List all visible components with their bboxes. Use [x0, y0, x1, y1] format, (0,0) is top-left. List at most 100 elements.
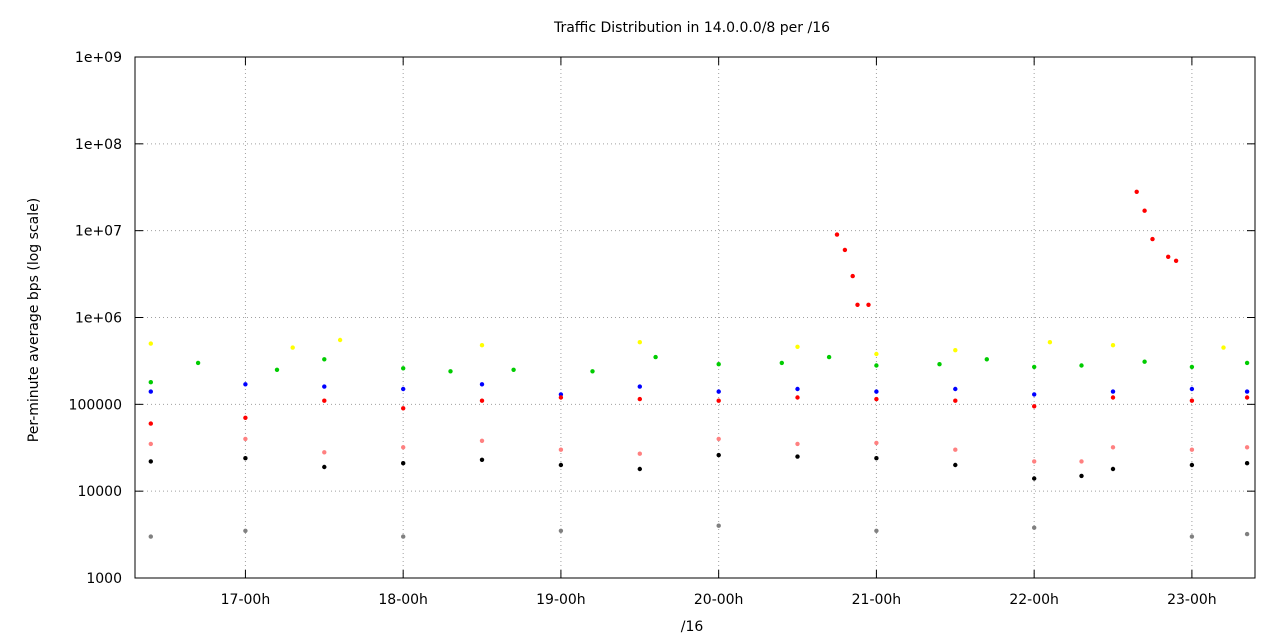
- data-point: [795, 386, 800, 392]
- data-point: [874, 528, 879, 533]
- x-tick-label: 23-00h: [1167, 592, 1217, 608]
- data-point: [1189, 534, 1195, 539]
- data-point: [558, 447, 564, 452]
- data-point: [874, 351, 879, 357]
- data-point: [874, 389, 879, 394]
- data-point: [1110, 445, 1116, 450]
- data-point: [1047, 340, 1053, 345]
- data-point: [1110, 395, 1116, 400]
- data-point: [716, 398, 721, 403]
- data-point: [558, 392, 564, 397]
- data-point: [148, 380, 153, 385]
- data-point: [1189, 447, 1195, 452]
- data-point: [148, 421, 153, 426]
- data-point: [716, 436, 721, 442]
- y-tick-label: 100000: [69, 397, 122, 413]
- data-point: [322, 357, 327, 362]
- data-point: [874, 363, 879, 368]
- data-point: [322, 450, 327, 455]
- data-point: [401, 445, 406, 450]
- data-point: [1189, 462, 1195, 468]
- data-point: [1244, 531, 1250, 537]
- data-point: [637, 466, 642, 472]
- data-point: [953, 348, 958, 353]
- data-point: [1189, 386, 1195, 392]
- data-point: [1142, 359, 1147, 364]
- data-point: [558, 528, 564, 533]
- data-point: [1110, 466, 1116, 472]
- data-point: [1032, 364, 1037, 370]
- data-point: [479, 457, 485, 462]
- x-tick-label: 21-00h: [852, 592, 902, 608]
- data-point: [637, 340, 642, 345]
- y-tick-label: 10000: [77, 484, 122, 500]
- data-point: [322, 384, 327, 389]
- data-point: [795, 395, 800, 400]
- data-point: [953, 398, 958, 403]
- y-tick-label: 1000: [86, 571, 122, 587]
- data-point: [874, 440, 879, 446]
- data-point: [322, 464, 327, 470]
- data-point: [479, 438, 485, 443]
- data-point: [1244, 360, 1250, 366]
- data-point: [1079, 473, 1084, 479]
- y-tick-label: 1e+08: [75, 137, 122, 153]
- data-point: [637, 396, 642, 402]
- data-point: [148, 341, 153, 346]
- data-point: [243, 415, 248, 420]
- data-point: [401, 386, 406, 392]
- data-point: [716, 452, 721, 458]
- data-point: [511, 367, 516, 372]
- data-point: [850, 273, 855, 279]
- data-point: [558, 462, 564, 468]
- y-tick-label: 1e+07: [75, 224, 122, 240]
- data-point: [1150, 236, 1155, 242]
- data-point: [866, 302, 871, 307]
- data-point: [653, 354, 658, 360]
- data-point: [984, 357, 989, 362]
- data-point: [1032, 525, 1037, 530]
- data-point: [148, 534, 153, 539]
- x-axis-label: /16: [681, 619, 704, 635]
- data-point: [337, 337, 343, 343]
- data-point: [834, 232, 840, 237]
- data-point: [1189, 398, 1195, 403]
- data-point: [243, 382, 248, 387]
- data-point: [842, 247, 848, 253]
- data-point: [1032, 459, 1037, 464]
- data-point: [1110, 389, 1116, 394]
- data-point: [148, 441, 153, 447]
- data-point: [274, 367, 280, 372]
- y-tick-label: 1e+06: [75, 311, 122, 327]
- data-point: [479, 343, 485, 348]
- data-point: [1244, 389, 1250, 394]
- x-tick-label: 19-00h: [536, 592, 586, 608]
- data-point: [1079, 459, 1084, 464]
- data-point: [779, 360, 784, 366]
- data-point: [148, 389, 153, 394]
- data-point: [874, 396, 879, 402]
- data-point: [1244, 445, 1250, 450]
- data-point: [1032, 476, 1037, 481]
- y-axis-label: Per-minute average bps (log scale): [26, 198, 42, 442]
- data-point: [243, 456, 248, 461]
- data-point: [716, 362, 721, 367]
- data-point: [855, 302, 860, 307]
- data-point: [874, 456, 879, 461]
- y-axis-ticks: 1000 10000 100000 1e+06 1e+07 1e+08 1e+09: [69, 50, 1255, 587]
- data-point: [795, 344, 800, 349]
- data-point: [195, 360, 201, 366]
- data-point: [479, 382, 485, 387]
- y-tick-label: 1e+09: [75, 50, 122, 66]
- data-point: [795, 441, 800, 447]
- data-point: [243, 436, 248, 442]
- data-point: [401, 366, 406, 371]
- data-point: [243, 528, 248, 533]
- data-points: [148, 189, 1250, 539]
- data-point: [1110, 343, 1116, 348]
- data-point: [937, 362, 942, 367]
- x-tick-label: 18-00h: [378, 592, 428, 608]
- data-point: [716, 523, 721, 528]
- data-point: [401, 534, 406, 539]
- data-point: [558, 395, 564, 400]
